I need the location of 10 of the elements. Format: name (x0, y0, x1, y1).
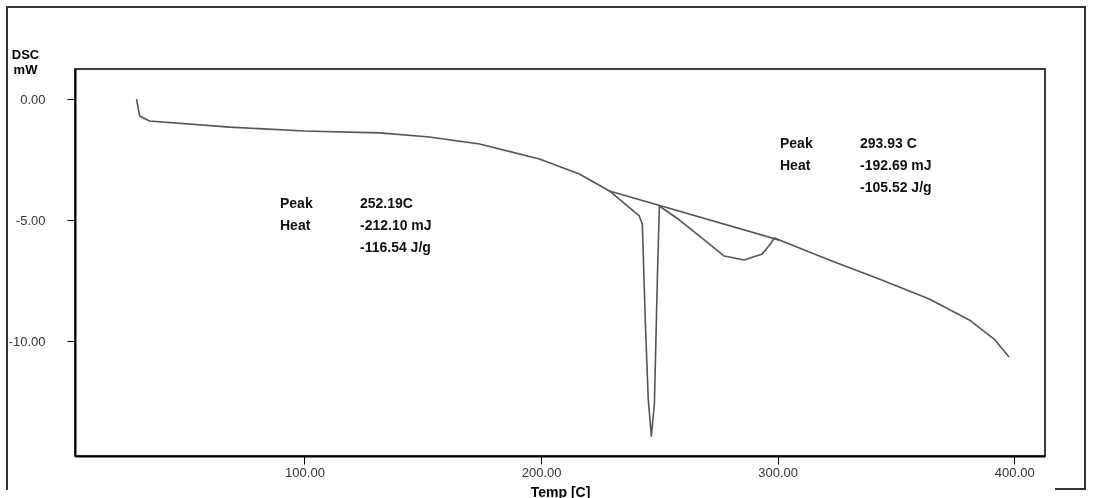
y-axis-title: DSC mW (11, 46, 40, 77)
y-tick-label: -5.00 (15, 212, 46, 228)
x-tick-label: 200.00 (521, 464, 562, 480)
y-tick-label: -10.00 (8, 333, 46, 349)
text: Peak 252.19C Heat -212.10 mJ -116.54 J/g (280, 195, 432, 255)
x-tick-label: 100.00 (285, 464, 325, 480)
text: Peak 293.93 C Heat -192.69 mJ -105.52 J/g (780, 135, 932, 195)
y-tick-label: 0.00 (20, 91, 46, 107)
x-tick-label: 300.00 (758, 464, 799, 480)
x-tick-label: 400.00 (994, 464, 1035, 480)
